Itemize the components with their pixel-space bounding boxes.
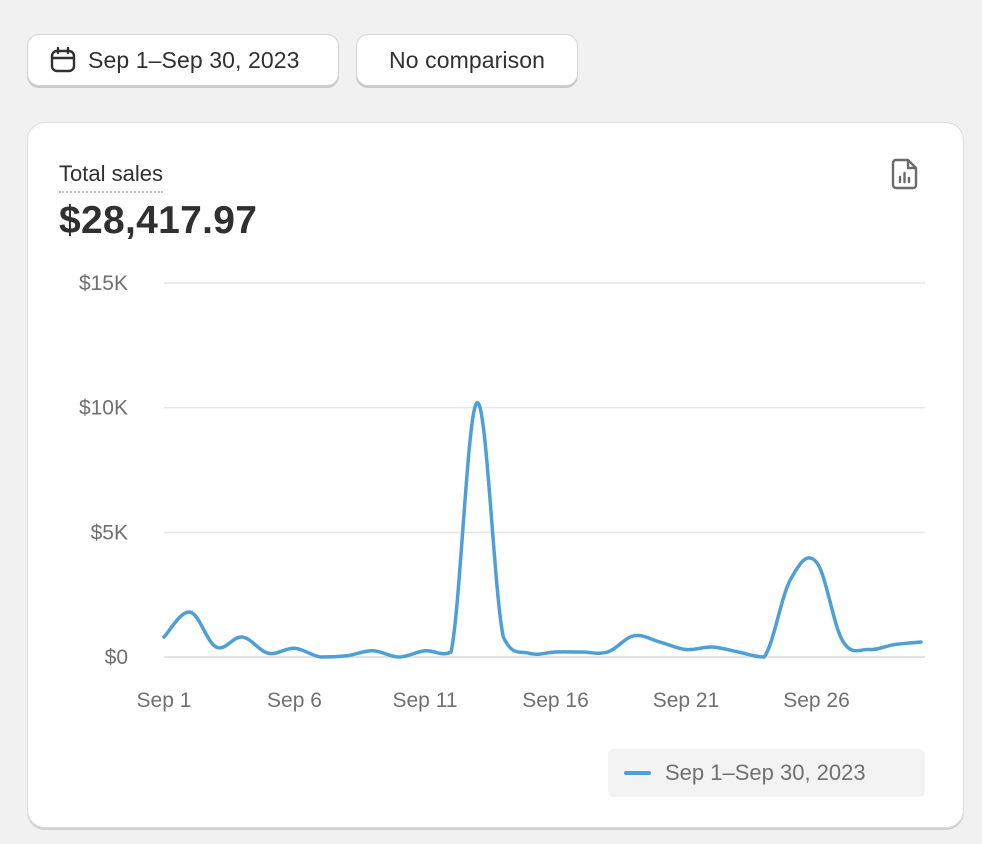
x-tick-label: Sep 26 — [783, 689, 850, 712]
data-point[interactable] — [915, 636, 927, 648]
metric-value: $28,417.97 — [59, 199, 258, 242]
series-line[interactable] — [162, 400, 923, 659]
comparison-label: No comparison — [389, 46, 545, 73]
data-point[interactable] — [602, 646, 614, 658]
report-icon[interactable] — [891, 158, 919, 190]
y-tick-label: $15K — [79, 272, 128, 295]
toolbar: Sep 1–Sep 30, 2023 No comparison — [27, 34, 578, 86]
data-point[interactable] — [445, 646, 457, 658]
data-point[interactable] — [315, 651, 327, 663]
data-point[interactable] — [184, 606, 196, 618]
data-point[interactable] — [419, 645, 431, 657]
data-point[interactable] — [628, 630, 640, 642]
data-point[interactable] — [654, 636, 666, 648]
data-point[interactable] — [471, 397, 483, 409]
x-tick-label: Sep 21 — [653, 689, 720, 712]
data-point[interactable] — [732, 646, 744, 658]
data-point[interactable] — [158, 631, 170, 643]
data-point[interactable] — [576, 646, 588, 658]
data-point[interactable] — [367, 645, 379, 657]
total-sales-card: $0 $5K $10K $15K Sep 1 Sep 6 Sep 11 Sep 16 Sep … — [27, 122, 964, 828]
data-point[interactable] — [784, 574, 796, 586]
data-point[interactable] — [210, 641, 222, 653]
sales-line-chart: $0 $5K $10K $15K Sep 1 Sep 6 Sep 11 Sep 16 Sep … — [79, 272, 927, 712]
data-point[interactable] — [550, 646, 562, 658]
metric-title[interactable]: Total sales — [59, 161, 163, 193]
data-point[interactable] — [236, 631, 248, 643]
date-range-button[interactable]: Sep 1–Sep 30, 2023 — [27, 34, 339, 86]
data-point[interactable] — [262, 647, 274, 659]
x-tick-label: Sep 16 — [522, 689, 589, 712]
data-point[interactable] — [811, 556, 823, 568]
data-point[interactable] — [889, 639, 901, 651]
data-point[interactable] — [863, 644, 875, 656]
legend-label: Sep 1–Sep 30, 2023 — [665, 760, 866, 785]
y-tick-label: $5K — [91, 521, 128, 544]
x-tick-label: Sep 1 — [137, 689, 192, 712]
data-point[interactable] — [393, 651, 405, 663]
x-tick-label: Sep 6 — [267, 689, 322, 712]
data-point[interactable] — [497, 631, 509, 643]
date-range-label: Sep 1–Sep 30, 2023 — [88, 46, 300, 73]
data-point[interactable] — [523, 647, 535, 659]
comparison-button[interactable]: No comparison — [356, 34, 578, 86]
y-tick-label: $10K — [79, 397, 128, 420]
data-point[interactable] — [289, 642, 301, 654]
data-point[interactable] — [680, 644, 692, 656]
data-point[interactable] — [837, 635, 849, 647]
data-point[interactable] — [341, 650, 353, 662]
data-point[interactable] — [758, 651, 770, 663]
data-point[interactable] — [706, 641, 718, 653]
x-tick-label: Sep 11 — [393, 689, 458, 712]
calendar-icon — [50, 47, 76, 73]
legend-swatch — [624, 771, 651, 775]
y-tick-label: $0 — [105, 646, 128, 669]
chart-legend[interactable]: Sep 1–Sep 30, 2023 — [608, 749, 925, 797]
